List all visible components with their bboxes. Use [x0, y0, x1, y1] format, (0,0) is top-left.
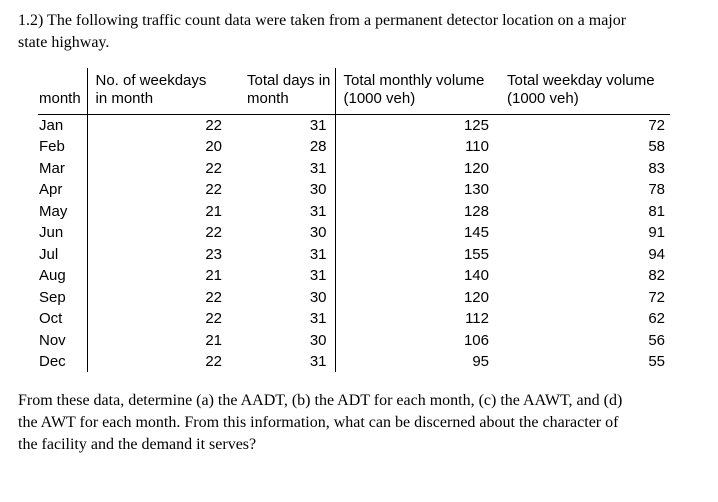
cell-value: 145 [463, 224, 489, 242]
cell-value: 30 [230, 222, 336, 244]
cell-value: 31 [230, 157, 336, 180]
cell-month: Sep [38, 286, 88, 309]
header-row: month No. of weekdays in month Total day… [38, 68, 670, 115]
cell-value: 94 [648, 245, 665, 263]
table-row: Mar 22 31 120 83 [38, 157, 670, 180]
table-row: Nov 21 30 106 56 [38, 329, 670, 351]
cell-value: 125 [463, 117, 489, 134]
cell-month: Jan [38, 114, 88, 137]
table-row: Feb 20 28 110 58 [38, 136, 670, 158]
cell-value: 83 [648, 159, 665, 177]
column-header-month: month [38, 68, 88, 115]
cell-value: 22 [205, 159, 222, 177]
table-row: Sep 22 30 120 72 [38, 286, 670, 309]
cell-value: 82 [648, 267, 665, 285]
cell-value: 72 [648, 117, 665, 134]
table-row: Apr 22 30 130 78 [38, 179, 670, 201]
table-row: Jul 23 31 155 94 [38, 243, 670, 266]
cell-value: 21 [205, 331, 222, 349]
cell-value: 110 [465, 138, 489, 156]
cell-value: 31 [230, 308, 336, 330]
cell-month: May [38, 200, 88, 223]
cell-month: Feb [38, 136, 88, 158]
cell-month: Jul [38, 243, 88, 266]
cell-month: Nov [38, 329, 88, 351]
cell-month: Mar [38, 157, 88, 180]
cell-value: 30 [230, 286, 336, 309]
cell-value: 22 [205, 117, 222, 134]
cell-value: 31 [230, 200, 336, 223]
cell-value: 20 [205, 138, 222, 156]
cell-value: 81 [648, 202, 665, 220]
table-row: May 21 31 128 81 [38, 200, 670, 223]
table-row: Jan 22 31 125 72 [38, 114, 670, 137]
cell-value: 128 [463, 202, 489, 220]
cell-value: 62 [648, 310, 665, 328]
table-row: Aug 21 31 140 82 [38, 265, 670, 287]
table-body: Jan 22 31 125 72 Feb 20 28 110 58 Mar 22 31 120 83 Apr 2… [38, 114, 670, 373]
column-header-weekday-volume: Total weekday volume (1000 veh) [497, 68, 670, 115]
traffic-count-table: month No. of weekdays in month Total day… [38, 68, 670, 373]
cell-value: 21 [205, 202, 222, 220]
column-header-weekdays: No. of weekdays in month [87, 68, 230, 115]
cell-month: Dec [38, 350, 88, 373]
cell-value: 91 [648, 224, 665, 242]
cell-value: 22 [205, 181, 222, 199]
column-header-total-days: Total days in month [230, 68, 336, 115]
table-row: Oct 22 31 112 62 [38, 308, 670, 330]
cell-value: 106 [463, 331, 489, 349]
cell-month: Jun [38, 222, 88, 244]
cell-value: 120 [463, 288, 489, 306]
question-text: From these data, determine (a) the AADT,… [18, 392, 623, 453]
cell-value: 78 [648, 181, 665, 199]
cell-value: 31 [230, 265, 336, 287]
cell-month: Apr [38, 179, 88, 201]
cell-value: 120 [463, 159, 489, 177]
cell-value: 31 [230, 243, 336, 266]
cell-value: 30 [230, 329, 336, 351]
cell-value: 21 [205, 267, 222, 285]
problem-statement: 1.2) The following traffic count data we… [18, 12, 627, 51]
cell-month: Oct [38, 308, 88, 330]
cell-value: 30 [230, 179, 336, 201]
table-row: Jun 22 30 145 91 [38, 222, 670, 244]
cell-value: 55 [648, 352, 665, 370]
cell-month: Aug [38, 265, 88, 287]
cell-value: 72 [648, 288, 665, 306]
cell-value: 22 [205, 288, 222, 306]
cell-value: 22 [205, 352, 222, 370]
cell-value: 22 [205, 310, 222, 328]
cell-value: 130 [463, 181, 489, 199]
column-header-monthly-volume: Total monthly volume (1000 veh) [335, 68, 497, 115]
cell-value: 95 [472, 352, 489, 370]
cell-value: 58 [648, 138, 665, 156]
table-row: Dec 22 31 95 55 [38, 350, 670, 373]
cell-value: 28 [230, 136, 336, 158]
cell-value: 56 [648, 331, 665, 349]
cell-value: 31 [230, 350, 336, 373]
cell-value: 31 [230, 114, 336, 137]
cell-value: 112 [465, 310, 489, 328]
cell-value: 155 [463, 245, 489, 263]
table-header: month No. of weekdays in month Total day… [38, 68, 670, 115]
cell-value: 140 [463, 267, 489, 285]
cell-value: 22 [205, 224, 222, 242]
cell-value: 23 [205, 245, 222, 263]
